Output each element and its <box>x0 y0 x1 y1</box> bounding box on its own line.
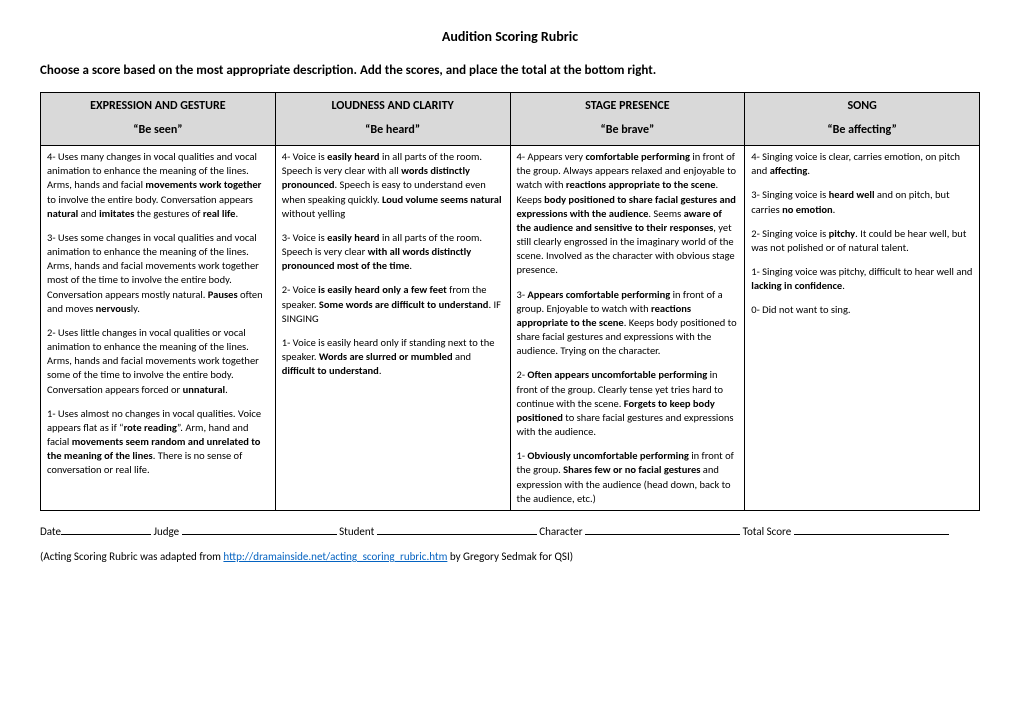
blank-character <box>585 534 740 535</box>
cell-expression: 4- Uses many changes in vocal qualities … <box>41 146 276 511</box>
credit-line: (Acting Scoring Rubric was adapted from … <box>40 550 980 563</box>
page-title: Audition Scoring Rubric <box>40 28 980 45</box>
col-header-3: SONG “Be affecting” <box>745 93 980 146</box>
cell-presence: 4- Appears very comfortable performing i… <box>510 146 745 511</box>
header-text: EXPRESSION AND GESTURE <box>45 99 271 113</box>
cell-loudness: 4- Voice is easily heard in all parts of… <box>275 146 510 511</box>
blank-judge <box>182 534 337 535</box>
credit-link[interactable]: http://dramainside.net/acting_scoring_ru… <box>223 550 447 563</box>
blank-total <box>794 534 949 535</box>
col-header-2: STAGE PRESENCE “Be brave” <box>510 93 745 146</box>
blank-date <box>61 534 151 535</box>
instruction-text: Choose a score based on the most appropr… <box>40 63 980 78</box>
credit-prefix: (Acting Scoring Rubric was adapted from <box>40 550 223 563</box>
subheader-text: “Be seen” <box>45 123 271 137</box>
subheader-text: “Be brave” <box>515 123 741 137</box>
header-text: SONG <box>749 99 975 113</box>
label-date: Date <box>40 525 61 538</box>
cell-song: 4- Singing voice is clear, carries emoti… <box>745 146 980 511</box>
label-student: Student <box>339 525 374 538</box>
col-header-0: EXPRESSION AND GESTURE “Be seen” <box>41 93 276 146</box>
credit-suffix: by Gregory Sedmak for QSI) <box>447 550 573 563</box>
rubric-table: EXPRESSION AND GESTURE “Be seen” LOUDNES… <box>40 92 980 511</box>
subheader-text: “Be heard” <box>280 123 506 137</box>
label-total: Total Score <box>743 525 792 538</box>
subheader-text: “Be affecting” <box>749 123 975 137</box>
blank-student <box>377 534 537 535</box>
footer-fields: Date Judge Student Character Total Score <box>40 525 980 538</box>
label-judge: Judge <box>153 525 179 538</box>
header-text: LOUDNESS AND CLARITY <box>280 99 506 113</box>
col-header-1: LOUDNESS AND CLARITY “Be heard” <box>275 93 510 146</box>
label-character: Character <box>539 525 582 538</box>
header-text: STAGE PRESENCE <box>515 99 741 113</box>
